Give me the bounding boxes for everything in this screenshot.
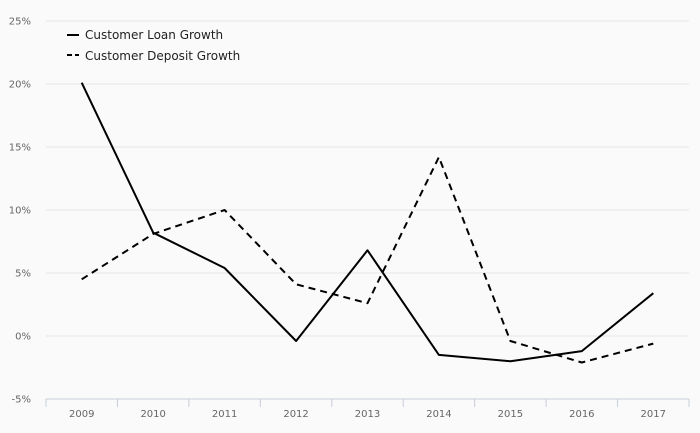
legend-label-loan: Customer Loan Growth [85, 28, 223, 42]
y-tick-label: -5% [12, 395, 31, 406]
x-axis: 2009 2010 2011 2012 2013 2014 2015 2016 2017 [45, 398, 690, 420]
series-line-deposit-growth[interactable] [81, 156, 654, 364]
legend: Customer Loan Growth Customer Deposit Gr… [67, 28, 240, 63]
x-tick-label: 2010 [140, 409, 165, 420]
series-lines [80, 82, 654, 364]
y-axis-ticks: -5% 0% 5% 10% 15% 20% 25% [9, 17, 31, 406]
x-tick-label: 2009 [69, 409, 94, 420]
legend-label-deposit: Customer Deposit Growth [85, 49, 240, 63]
legend-item-deposit[interactable]: Customer Deposit Growth [67, 49, 240, 63]
y-tick-label: 20% [9, 80, 31, 91]
series-line-loan-growth[interactable] [80, 82, 654, 363]
x-tick-label: 2016 [569, 409, 594, 420]
y-tick-label: 10% [9, 206, 31, 217]
y-tick-label: 15% [9, 143, 31, 154]
y-tick-label: 25% [9, 17, 31, 28]
legend-item-loan[interactable]: Customer Loan Growth [67, 28, 223, 42]
y-tick-label: 5% [15, 269, 31, 280]
gridlines [46, 20, 689, 337]
x-tick-label: 2017 [641, 409, 666, 420]
y-tick-label: 0% [15, 332, 31, 343]
x-tick-label: 2014 [426, 409, 451, 420]
x-tick-label: 2015 [498, 409, 523, 420]
x-tick-label: 2011 [212, 409, 237, 420]
x-tick-label: 2013 [355, 409, 380, 420]
x-tick-label: 2012 [283, 409, 308, 420]
